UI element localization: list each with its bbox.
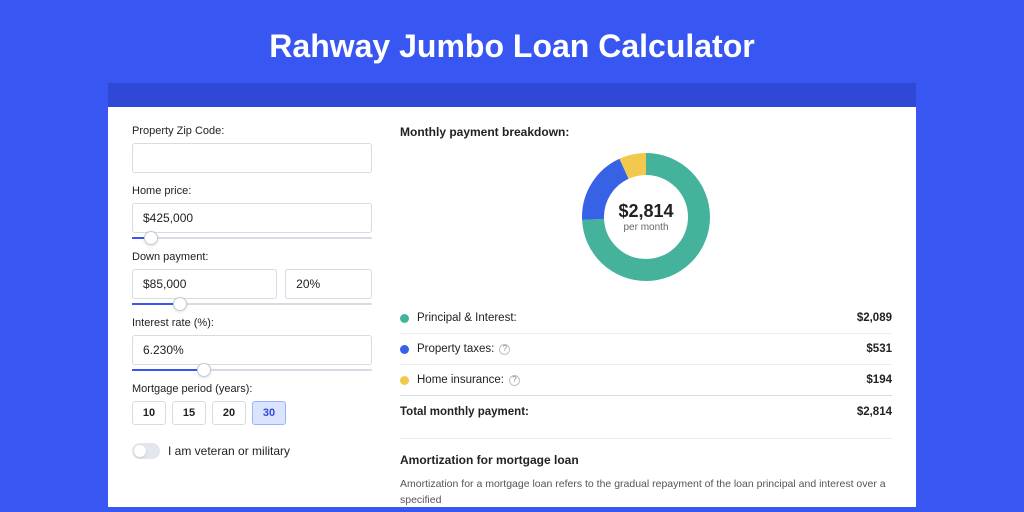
home-price-input[interactable] (132, 203, 372, 233)
legend-value: $194 (866, 374, 892, 386)
page-title: Rahway Jumbo Loan Calculator (0, 0, 1024, 83)
info-icon[interactable]: ? (509, 375, 520, 386)
period-option-15[interactable]: 15 (172, 401, 206, 425)
interest-slider[interactable] (132, 369, 372, 371)
breakdown-title: Monthly payment breakdown: (400, 125, 892, 139)
home-price-slider[interactable] (132, 237, 372, 239)
down-payment-input[interactable] (132, 269, 277, 299)
zip-label: Property Zip Code: (132, 125, 372, 137)
amortization-text: Amortization for a mortgage loan refers … (400, 477, 892, 509)
legend-row-principal: Principal & Interest:$2,089 (400, 303, 892, 334)
field-zip: Property Zip Code: (132, 125, 372, 173)
form-panel: Property Zip Code: Home price: Down paym… (132, 125, 372, 507)
down-payment-label: Down payment: (132, 251, 372, 263)
legend-dot (400, 345, 409, 354)
legend-dot (400, 314, 409, 323)
interest-slider-fill (132, 369, 204, 371)
legend-value: $2,089 (857, 312, 892, 324)
donut-chart: $2,814 per month (582, 153, 710, 281)
calculator-card: Property Zip Code: Home price: Down paym… (108, 107, 916, 507)
interest-label: Interest rate (%): (132, 317, 372, 329)
total-label: Total monthly payment: (400, 406, 857, 418)
field-period: Mortgage period (years): 10152030 (132, 383, 372, 425)
donut-amount: $2,814 (618, 201, 673, 222)
field-down-payment: Down payment: (132, 251, 372, 305)
down-payment-slider[interactable] (132, 303, 372, 305)
total-row: Total monthly payment: $2,814 (400, 395, 892, 428)
veteran-toggle[interactable] (132, 443, 160, 459)
legend-row-taxes: Property taxes:?$531 (400, 334, 892, 365)
legend-label: Principal & Interest: (417, 312, 857, 324)
down-payment-slider-thumb[interactable] (173, 297, 187, 311)
info-icon[interactable]: ? (499, 344, 510, 355)
donut-sub: per month (623, 222, 668, 233)
field-home-price: Home price: (132, 185, 372, 239)
period-options: 10152030 (132, 401, 372, 425)
legend-value: $531 (866, 343, 892, 355)
interest-slider-thumb[interactable] (197, 363, 211, 377)
legend-label: Property taxes:? (417, 343, 866, 355)
period-option-10[interactable]: 10 (132, 401, 166, 425)
total-value: $2,814 (857, 406, 892, 418)
interest-input[interactable] (132, 335, 372, 365)
header-strip (108, 83, 916, 107)
toggle-knob (134, 445, 146, 457)
legend-row-insurance: Home insurance:?$194 (400, 365, 892, 395)
donut-center: $2,814 per month (582, 153, 710, 281)
legend: Principal & Interest:$2,089Property taxe… (400, 303, 892, 395)
home-price-slider-thumb[interactable] (144, 231, 158, 245)
veteran-label: I am veteran or military (168, 444, 290, 458)
amortization-section: Amortization for mortgage loan Amortizat… (400, 438, 892, 509)
home-price-label: Home price: (132, 185, 372, 197)
field-interest: Interest rate (%): (132, 317, 372, 371)
veteran-row: I am veteran or military (132, 443, 372, 459)
amortization-title: Amortization for mortgage loan (400, 453, 892, 467)
down-payment-pct-input[interactable] (285, 269, 372, 299)
period-label: Mortgage period (years): (132, 383, 372, 395)
period-option-20[interactable]: 20 (212, 401, 246, 425)
donut-chart-wrap: $2,814 per month (400, 147, 892, 297)
zip-input[interactable] (132, 143, 372, 173)
legend-label: Home insurance:? (417, 374, 866, 386)
breakdown-panel: Monthly payment breakdown: $2,814 per mo… (400, 125, 892, 507)
period-option-30[interactable]: 30 (252, 401, 286, 425)
legend-dot (400, 376, 409, 385)
